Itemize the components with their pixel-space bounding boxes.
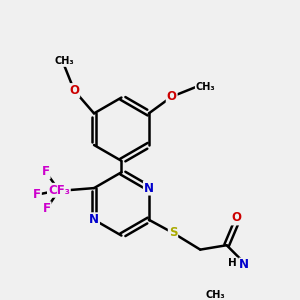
Text: CH₃: CH₃ bbox=[196, 82, 215, 92]
Text: N: N bbox=[144, 182, 154, 195]
Text: O: O bbox=[231, 212, 241, 224]
Text: CF₃: CF₃ bbox=[48, 184, 70, 197]
Text: CH₃: CH₃ bbox=[206, 290, 225, 300]
Text: O: O bbox=[167, 90, 177, 103]
Text: F: F bbox=[42, 165, 50, 178]
Text: S: S bbox=[169, 226, 177, 239]
Text: H: H bbox=[228, 258, 237, 268]
Text: F: F bbox=[43, 202, 51, 215]
Text: F: F bbox=[33, 188, 41, 201]
Text: N: N bbox=[89, 213, 99, 226]
Text: CH₃: CH₃ bbox=[55, 56, 74, 66]
Text: N: N bbox=[239, 259, 249, 272]
Text: O: O bbox=[69, 84, 79, 97]
